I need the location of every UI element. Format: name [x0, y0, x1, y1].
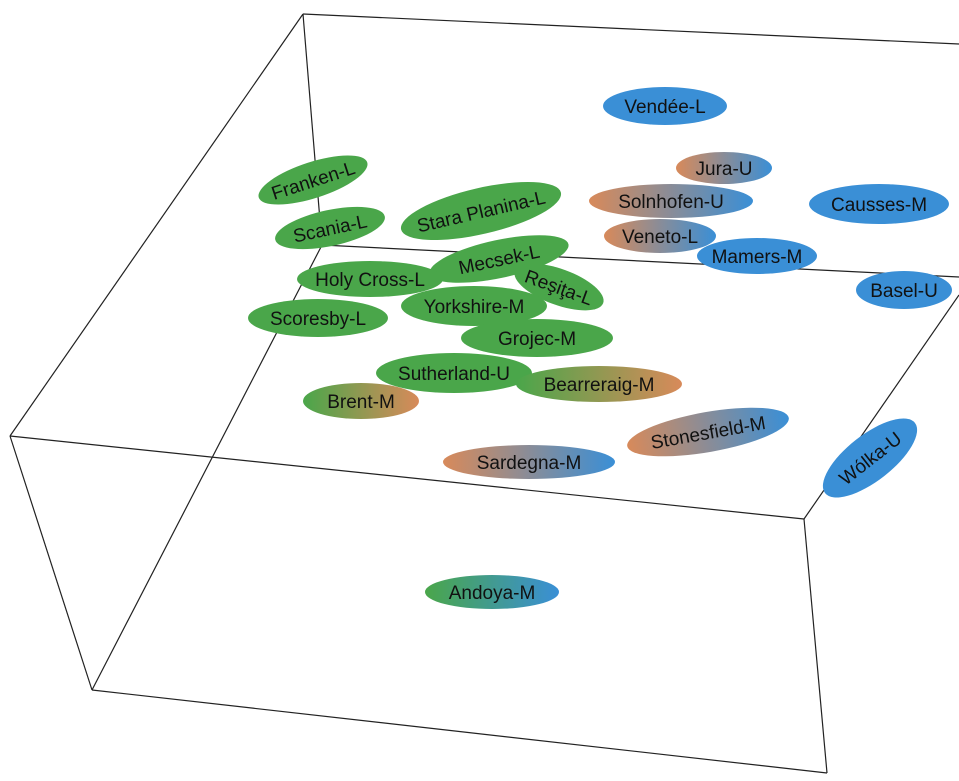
data-point: Grojec-M: [461, 319, 613, 357]
point-label: Bearreraig-M: [544, 375, 655, 396]
point-label: Grojec-M: [498, 329, 576, 350]
data-point: Sutherland-U: [376, 353, 532, 393]
point-marker: [627, 407, 789, 457]
point-marker: [809, 184, 949, 224]
point-label: Basel-U: [870, 281, 938, 302]
point-marker: [400, 181, 562, 241]
box-edge: [9, 435, 805, 520]
point-marker: [604, 219, 716, 253]
point-marker: [376, 353, 532, 393]
data-points: Vendée-L Jura-U Solnhofen-U Causses-M Veneto…: [248, 87, 952, 609]
data-point: Solnhofen-U: [589, 184, 753, 218]
point-marker: [589, 184, 753, 218]
point-label: Brent-M: [327, 392, 395, 413]
box-edge: [9, 435, 93, 691]
point-marker: [258, 155, 368, 205]
point-marker: [822, 418, 918, 498]
point-marker: [248, 299, 388, 337]
data-point: Veneto-L: [604, 219, 716, 253]
point-label: Holy Cross-L: [315, 270, 425, 291]
box-edge: [9, 13, 304, 437]
point-marker: [516, 366, 682, 402]
point-label: Solnhofen-U: [618, 192, 724, 213]
data-point: Scoresby-L: [248, 299, 388, 337]
point-label: Yorkshire-M: [424, 297, 525, 318]
data-point: Stonesfield-M: [627, 407, 789, 457]
data-point: Causses-M: [809, 184, 949, 224]
data-point: Jura-U: [676, 152, 772, 184]
point-marker: [303, 383, 419, 419]
point-marker: [425, 575, 559, 609]
point-marker: [443, 445, 615, 479]
point-marker: [297, 261, 443, 297]
box-edge: [321, 244, 959, 278]
point-label: Sardegna-M: [477, 453, 582, 474]
data-point: Bearreraig-M: [516, 366, 682, 402]
point-label: Andoya-M: [449, 583, 536, 604]
point-label: Causses-M: [831, 195, 927, 216]
point-label: Sutherland-U: [398, 364, 510, 385]
box-edge: [302, 13, 323, 246]
point-label: Jura-U: [695, 159, 752, 180]
plot-box: [9, 13, 959, 774]
data-point: Scania-L: [275, 206, 385, 250]
point-marker: [461, 319, 613, 357]
data-point: Vendée-L: [603, 87, 727, 125]
point-label: Mamers-M: [712, 247, 803, 268]
point-label: Vendée-L: [624, 97, 705, 118]
data-point: Basel-U: [856, 271, 952, 309]
point-marker: [429, 235, 569, 283]
data-point: Franken-L: [258, 155, 368, 205]
data-point: Brent-M: [303, 383, 419, 419]
point-marker: [856, 271, 952, 309]
data-point: Holy Cross-L: [297, 261, 443, 297]
point-marker: [697, 238, 817, 274]
data-point: Mamers-M: [697, 238, 817, 274]
point-label: Veneto-L: [622, 227, 698, 248]
point-marker: [401, 286, 547, 326]
box-edge: [302, 13, 959, 45]
data-point: Sardegna-M: [443, 445, 615, 479]
point-marker: [676, 152, 772, 184]
box-edge: [803, 518, 828, 774]
data-point: Yorkshire-M: [401, 286, 547, 326]
data-point: Wólka-U: [822, 418, 918, 498]
point-marker: [514, 263, 604, 311]
point-marker: [275, 206, 385, 250]
point-marker: [603, 87, 727, 125]
box-edge: [91, 689, 828, 774]
point-label: Scoresby-L: [270, 309, 366, 330]
data-point: Andoya-M: [425, 575, 559, 609]
